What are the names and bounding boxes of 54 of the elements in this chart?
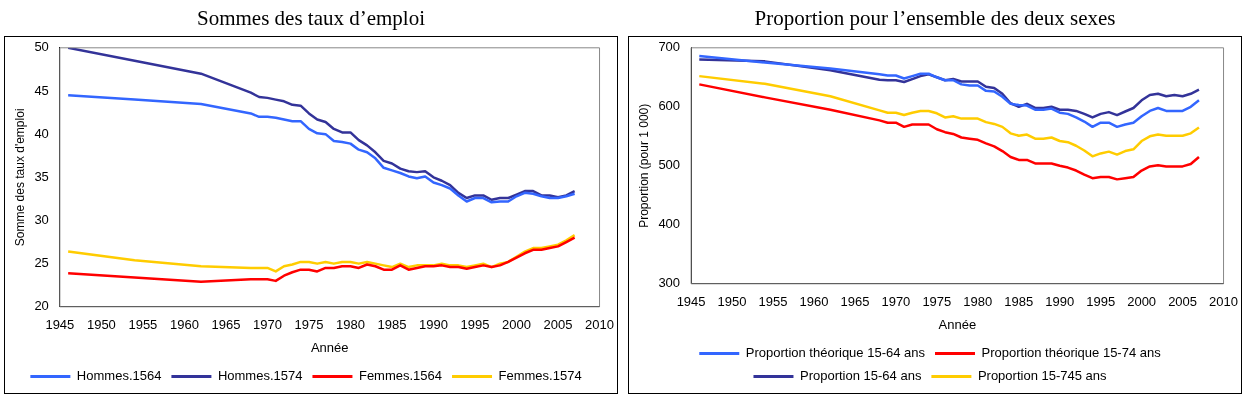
x-tick-label: 1950 <box>717 294 747 310</box>
x-tick-label: 1980 <box>963 294 993 310</box>
x-tick-label: 2005 <box>1168 294 1198 310</box>
y-tick-label: 400 <box>658 216 681 232</box>
x-tick-label: 1960 <box>799 294 829 310</box>
x-tick-label: 1945 <box>45 317 75 333</box>
y-axis-title: Proportion (pour 1 000) <box>636 103 651 228</box>
x-tick-label: 2000 <box>502 317 531 333</box>
x-tick-label: 2010 <box>585 317 614 333</box>
x-tick-label: 1955 <box>758 294 788 310</box>
legend-label: Proportion 15-64 ans <box>799 368 922 384</box>
legend-label: Proportion théorique 15-64 ans <box>745 345 926 361</box>
x-axis-title: Année <box>938 316 977 332</box>
x-tick-label: 1995 <box>460 317 490 333</box>
y-tick-label: 500 <box>658 157 681 173</box>
chart-title: Proportion pour l’ensemble des deux sexes <box>753 5 1117 32</box>
x-tick-label: 1970 <box>881 294 911 310</box>
chart-title: Sommes des taux d’emploi <box>195 5 427 32</box>
legend-label: Proportion 15-745 ans <box>977 368 1108 384</box>
x-tick-label: 1960 <box>169 317 199 333</box>
y-tick-label: 700 <box>658 39 681 55</box>
x-tick-label: 1985 <box>1004 294 1034 310</box>
x-tick-label: 1965 <box>840 294 870 310</box>
x-tick-label: 1950 <box>86 317 116 333</box>
x-tick-label: 1945 <box>676 294 706 310</box>
y-tick-label: 50 <box>34 39 49 55</box>
y-tick-label: 35 <box>34 168 49 184</box>
x-tick-label: 2010 <box>1209 294 1238 310</box>
legend-label: Hommes.1574 <box>217 368 303 384</box>
x-tick-label: 2005 <box>543 317 573 333</box>
y-tick-label: 25 <box>34 255 49 271</box>
legend-label: Femmes.1564 <box>358 368 443 384</box>
legend-label: Proportion théorique 15-74 ans <box>981 345 1162 361</box>
legend-label: Hommes.1564 <box>76 368 162 384</box>
y-axis-title: Somme des taux d'emploi <box>12 108 27 247</box>
y-tick-label: 20 <box>34 298 49 314</box>
y-tick-label: 45 <box>34 82 49 98</box>
y-tick-label: 600 <box>658 98 681 114</box>
x-tick-label: 1975 <box>294 317 324 333</box>
x-tick-label: 2000 <box>1127 294 1157 310</box>
x-tick-label: 1965 <box>211 317 241 333</box>
y-tick-label: 30 <box>34 212 49 228</box>
x-tick-label: 1995 <box>1086 294 1116 310</box>
y-tick-label: 300 <box>658 275 681 291</box>
x-tick-label: 1990 <box>419 317 448 333</box>
x-tick-label: 1970 <box>252 317 282 333</box>
x-axis-title: Année <box>310 339 349 355</box>
x-tick-label: 1990 <box>1045 294 1075 310</box>
legend-label: Femmes.1574 <box>498 368 582 384</box>
x-tick-label: 1985 <box>377 317 407 333</box>
x-tick-label: 1975 <box>922 294 952 310</box>
x-tick-label: 1980 <box>336 317 365 333</box>
y-tick-label: 40 <box>34 125 49 141</box>
x-tick-label: 1955 <box>128 317 158 333</box>
